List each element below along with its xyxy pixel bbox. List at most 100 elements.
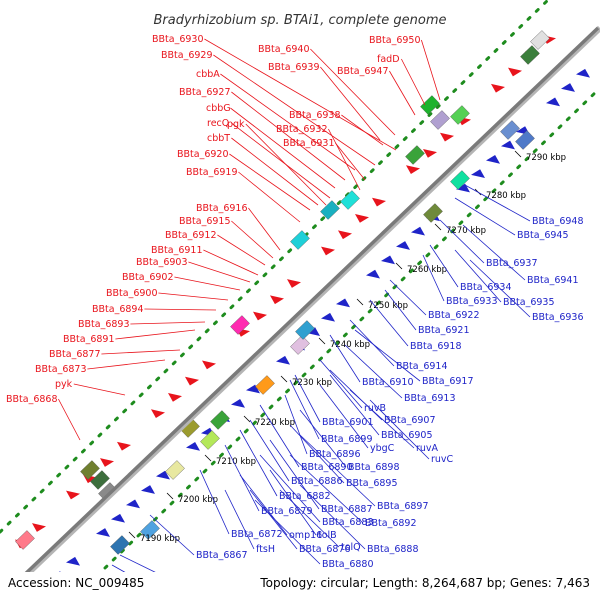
gene-label-bbta-6930: BBta_6930 xyxy=(152,34,204,45)
reverse-label-line-15 xyxy=(319,359,363,409)
tick-mark-10 xyxy=(514,150,522,158)
cog-block-7 xyxy=(290,230,310,250)
forward-gene-10 xyxy=(185,376,199,386)
forward-gene-16 xyxy=(287,279,301,288)
gene-label-bbta-6895: BBta_6895 xyxy=(346,478,398,489)
forward-label-line-26 xyxy=(341,114,384,146)
dotted-guide-0 xyxy=(0,0,550,534)
cog-block-0 xyxy=(90,470,110,490)
gene-label-bbta-6929: BBta_6929 xyxy=(161,50,213,61)
reverse-label-line-22 xyxy=(284,394,308,455)
reverse-label-line-40 xyxy=(299,484,366,550)
reverse-label-line-14 xyxy=(344,344,403,399)
reverse-label-line-23 xyxy=(369,399,430,460)
forward-gene-28 xyxy=(491,83,505,93)
reverse-gene-23 xyxy=(366,269,380,279)
reverse-label-line-29 xyxy=(269,439,320,510)
gene-label-bbta-6936: BBta_6936 xyxy=(532,312,584,323)
forward-label-line-17 xyxy=(144,308,217,311)
reverse-label-line-27 xyxy=(289,424,345,484)
gene-label-bbta-6867: BBta_6867 xyxy=(196,550,248,561)
gene-label-bbta-6911: BBta_6911 xyxy=(151,245,203,256)
reverse-label-line-1 xyxy=(454,197,516,236)
forward-label-line-25 xyxy=(320,66,381,141)
reverse-label-line-21 xyxy=(349,389,415,449)
cog-block-25 xyxy=(165,460,185,480)
reverse-gene-32 xyxy=(501,140,515,150)
cog-block-19 xyxy=(15,530,35,550)
tick-label-0: 7190 kbp xyxy=(140,534,180,544)
cog-block-9 xyxy=(340,190,360,210)
reverse-gene-26 xyxy=(411,226,425,236)
gene-label-bbta-6919: BBta_6919 xyxy=(186,167,238,178)
gene-label-bbta-6882: BBta_6882 xyxy=(279,491,331,502)
gene-label-bbta-6894: BBta_6894 xyxy=(92,304,144,315)
gene-label-bbta-6941: BBta_6941 xyxy=(527,275,579,286)
cog-block-16 xyxy=(515,130,535,150)
forward-gene-25 xyxy=(440,132,454,142)
gene-label-ruvb: ruvB xyxy=(364,403,386,414)
gene-label-bbta-6872: BBta_6872 xyxy=(231,529,283,540)
tick-mark-0 xyxy=(128,531,136,539)
gene-label-bbta-6913: BBta_6913 xyxy=(404,393,456,404)
footer-band xyxy=(0,572,600,600)
forward-gene-14 xyxy=(253,311,267,321)
tick-label-3: 7220 kbp xyxy=(255,418,295,428)
gene-label-cbbt: cbbT xyxy=(207,133,230,144)
forward-labels: BBta_6930BBta_6929cbbABBta_6927cbbGrecQp… xyxy=(6,34,421,405)
reverse-gene-15 xyxy=(246,384,260,394)
cog-block-11 xyxy=(430,110,450,130)
reverse-gene-17 xyxy=(276,355,290,365)
reverse-label-line-33 xyxy=(289,454,364,524)
forward-gene-18 xyxy=(321,246,335,256)
reverse-gene-24 xyxy=(381,255,395,265)
gene-label-bbta-6934: BBta_6934 xyxy=(460,282,512,293)
forward-label-line-21 xyxy=(87,359,166,370)
reverse-label-line-19 xyxy=(329,374,380,436)
cog-block-18 xyxy=(140,520,160,540)
reverse-label-line-5 xyxy=(422,254,445,302)
reverse-gene-7 xyxy=(126,499,140,509)
reverse-label-line-25 xyxy=(299,409,347,468)
cog-block-23 xyxy=(423,203,443,223)
tick-label-9: 7280 kbp xyxy=(486,191,526,201)
forward-gene-19 xyxy=(338,230,352,240)
forward-label-line-22 xyxy=(73,383,126,396)
gene-label-bbta-6915: BBta_6915 xyxy=(179,216,231,227)
forward-label-line-20 xyxy=(101,349,181,355)
tick-mark-4 xyxy=(280,375,288,383)
cog-block-20 xyxy=(290,335,310,355)
gene-label-bbta-6898: BBta_6898 xyxy=(348,462,400,473)
tick-label-10: 7290 kbp xyxy=(526,153,566,163)
reverse-label-line-41 xyxy=(149,514,195,556)
forward-label-line-29 xyxy=(421,39,441,101)
tick-label-5: 7240 kbp xyxy=(330,340,370,350)
reverse-label-line-26 xyxy=(249,419,290,482)
gene-label-bbta-6914: BBta_6914 xyxy=(396,361,448,372)
gene-label-bbta-6950: BBta_6950 xyxy=(369,35,421,46)
reverse-gene-25 xyxy=(396,241,410,250)
reverse-label-line-18 xyxy=(289,379,320,440)
gene-label-bbta-6890: BBta_6890 xyxy=(301,462,353,473)
tick-label-8: 7270 kbp xyxy=(446,226,486,236)
reverse-label-line-7 xyxy=(469,259,531,318)
gene-label-bbta-6877: BBta_6877 xyxy=(49,349,101,360)
cog-block-5 xyxy=(210,410,230,430)
cog-block-17 xyxy=(110,535,130,555)
reverse-label-line-12 xyxy=(329,334,361,383)
reverse-label-line-3 xyxy=(462,224,526,281)
reverse-gene-20 xyxy=(321,312,335,322)
gene-label-bbta-6900: BBta_6900 xyxy=(106,288,158,299)
gene-label-bbta-6896: BBta_6896 xyxy=(309,449,361,460)
forward-gene-20 xyxy=(355,214,369,223)
reverse-label-line-10 xyxy=(369,299,409,347)
forward-gene-15 xyxy=(270,295,284,305)
reverse-label-line-8 xyxy=(389,279,427,316)
gene-label-bbta-6905: BBta_6905 xyxy=(381,430,433,441)
gene-label-fadd: fadD xyxy=(377,54,400,65)
reverse-label-line-2 xyxy=(439,219,485,264)
forward-gene-11 xyxy=(202,360,216,370)
forward-label-line-28 xyxy=(335,142,366,181)
gene-label-bbta-6922: BBta_6922 xyxy=(428,310,480,321)
forward-label-line-10 xyxy=(248,207,281,251)
